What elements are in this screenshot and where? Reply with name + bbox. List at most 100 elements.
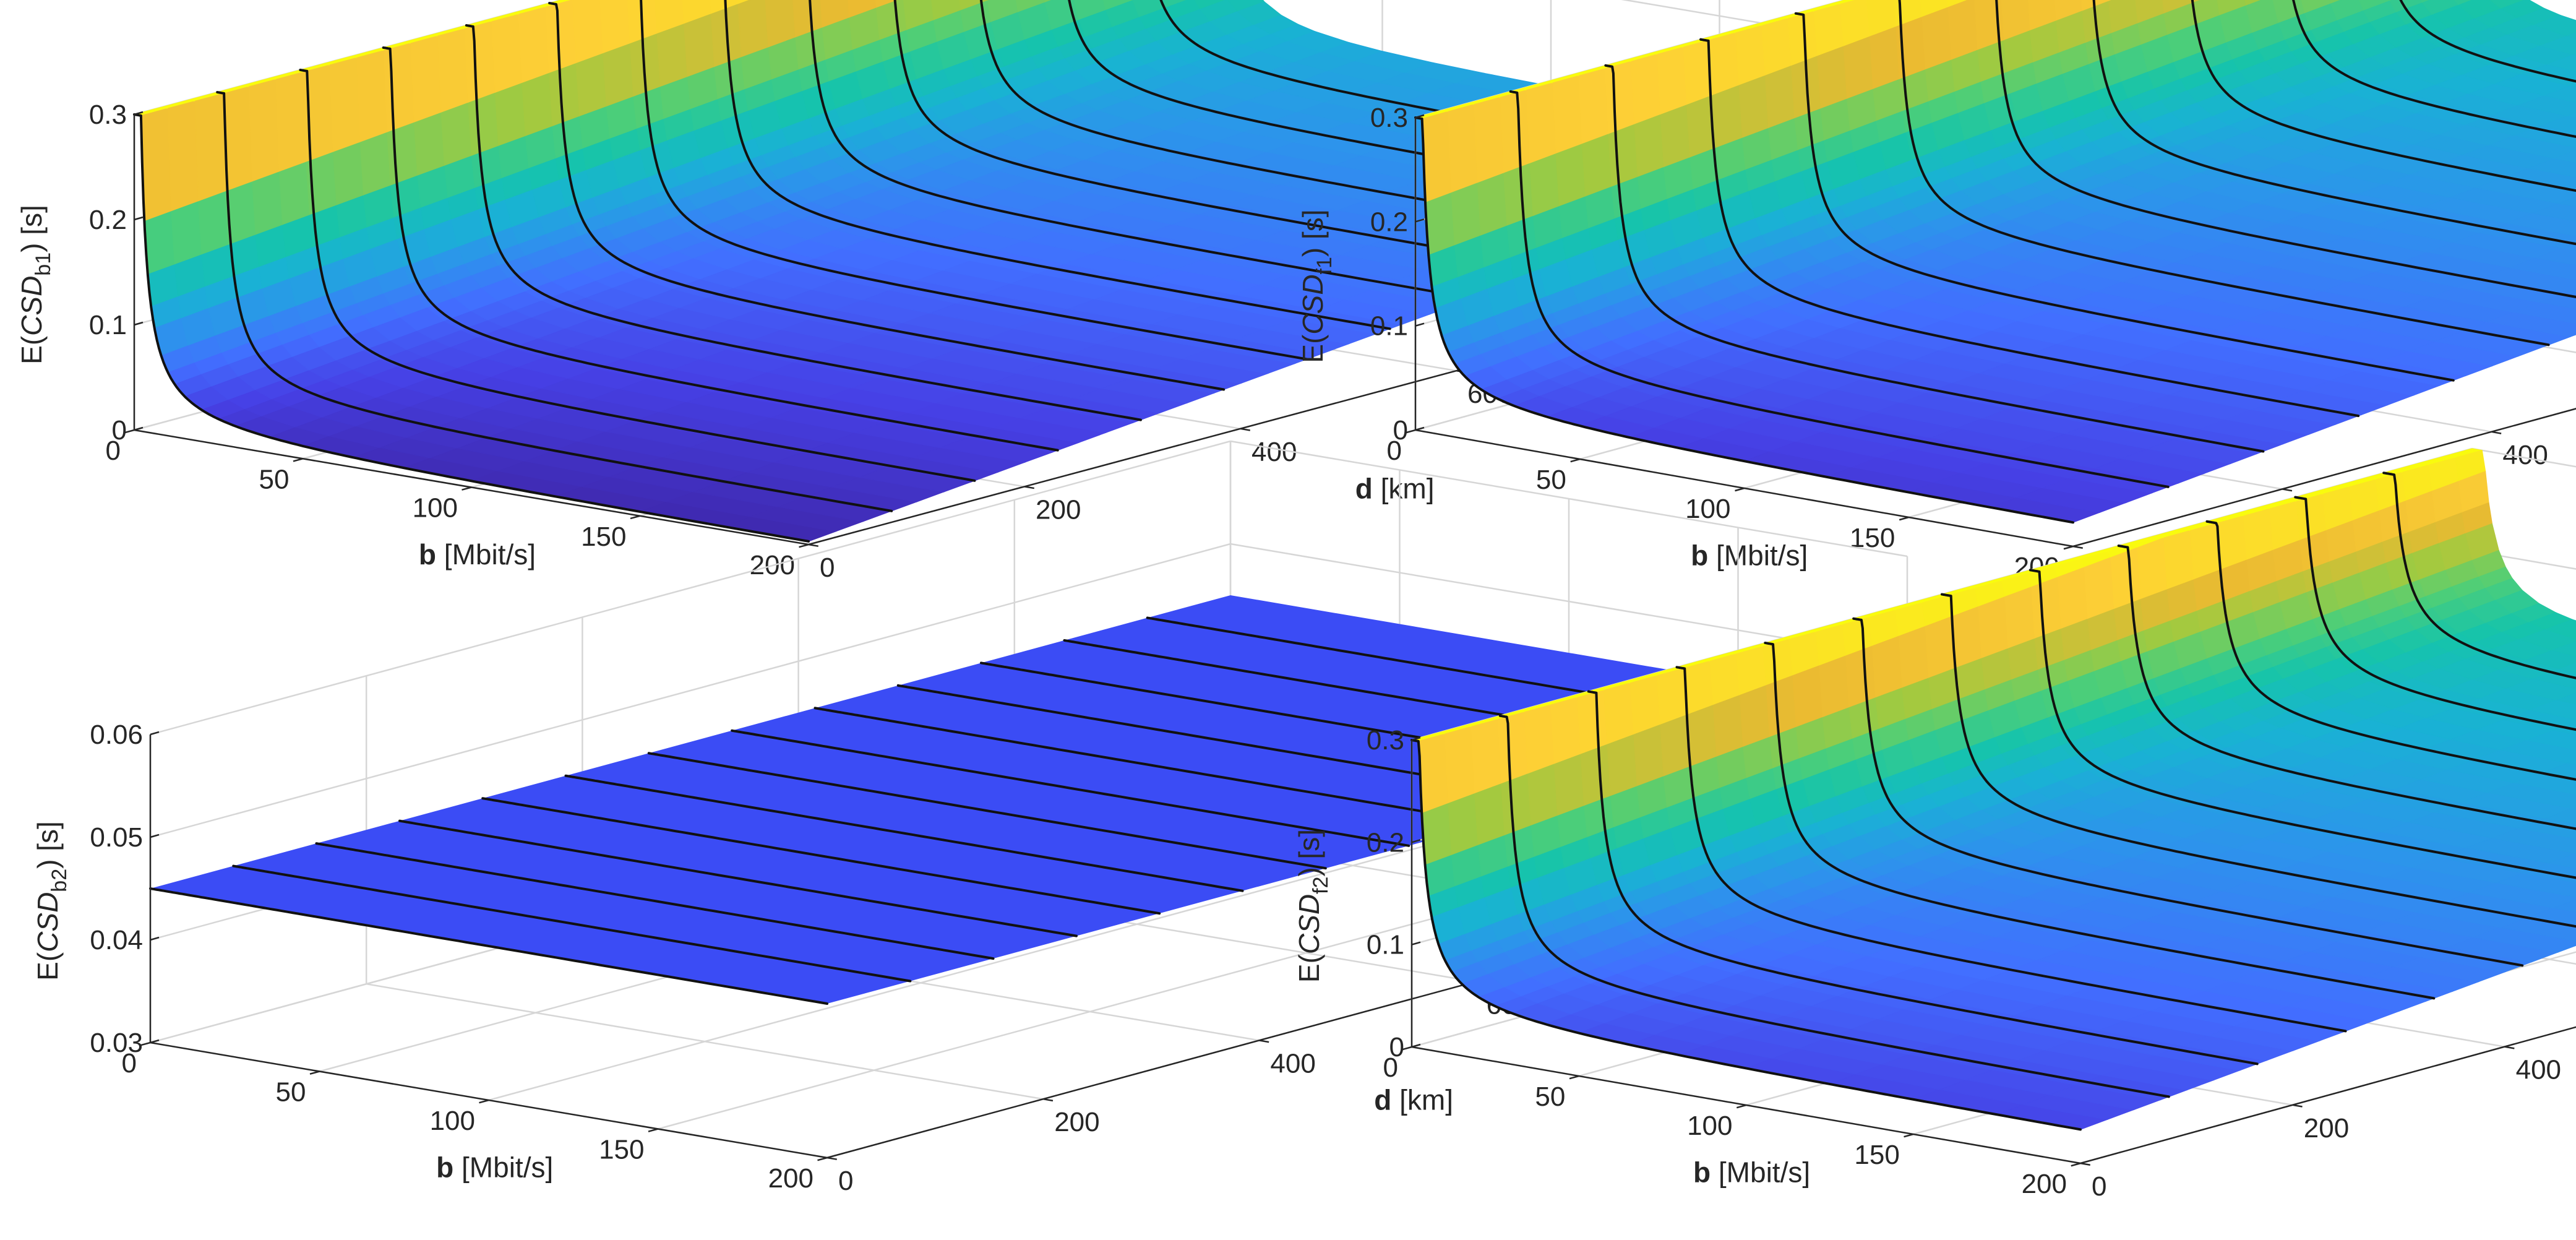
surface-patch: [1712, 85, 1743, 149]
surface-patch: [1843, 36, 1874, 100]
b-tick-mark: [1406, 429, 1416, 434]
surface-patch: [413, 112, 445, 177]
surface-patch: [2564, 288, 2576, 295]
surface-curve: [2029, 569, 2576, 879]
surface-patch: [2566, 112, 2576, 118]
d-tick-label: 0: [838, 1166, 853, 1196]
surface-patch: [167, 100, 199, 212]
surface-curve: [398, 819, 1078, 937]
surface-patch: [518, 6, 550, 84]
surface-patch: [2555, 692, 2576, 705]
surface-patch: [171, 201, 202, 265]
surface-patch: [2535, 248, 2576, 266]
surface-patch: [1451, 183, 1482, 246]
surface-patch: [2565, 32, 2576, 39]
surface-patch: [2488, 135, 2576, 159]
z-tick-mark: [134, 321, 144, 326]
surface-curve: [299, 69, 976, 482]
surface-patch: [1550, 697, 1581, 765]
surface-patch: [1634, 114, 1665, 178]
surface-curve: [1699, 38, 2360, 418]
surface-patch: [2527, 158, 2576, 178]
z-tick-label: 0.3: [1370, 103, 1408, 133]
b-tick-label: 100: [413, 493, 458, 523]
b-tick-label: 0: [106, 436, 121, 466]
surface-patch: [2543, 85, 2576, 103]
surface-patch: [2529, 699, 2576, 720]
z-label-symbol: CSD: [32, 892, 64, 952]
wall-gridline-z: [150, 543, 1231, 838]
z-axis-label: E(CSDb2) [s]: [32, 821, 71, 981]
b-tick-mark: [1735, 487, 1745, 492]
surface-patch: [2548, 853, 2576, 869]
z-label-symbol: CSD: [1293, 894, 1325, 954]
b-tick-label: 50: [259, 464, 290, 494]
d-axis-line: [2072, 408, 2576, 548]
b-tick-mark: [1899, 516, 1909, 521]
z-axis-label: E(CSDb1) [s]: [15, 205, 55, 364]
surface-patch: [194, 93, 226, 202]
surface-patch: [1526, 82, 1556, 165]
surface-patch: [1581, 134, 1612, 197]
surface-patch: [437, 28, 469, 114]
b-tick-mark: [124, 429, 135, 434]
surface-patch: [1872, 635, 1903, 699]
surface-patch: [1978, 596, 2009, 659]
b-tick-mark: [1402, 1046, 1412, 1051]
b-tick-mark: [1569, 1075, 1579, 1080]
z-label-prefix: E(: [15, 335, 48, 364]
b-tick-label: 50: [1536, 465, 1566, 495]
surface-patch: [2489, 0, 2526, 9]
surface-patch: [2538, 292, 2576, 309]
surface-patch: [2483, 267, 2576, 293]
surface-patch: [1660, 104, 1691, 168]
d-tick-label: 0: [2092, 1171, 2106, 1202]
b-axis-label: b [Mbit/s]: [436, 1151, 553, 1183]
surface-curve: [809, 0, 1474, 300]
surface-patch: [2464, 837, 2576, 864]
z-tick-label: 0.2: [1370, 207, 1408, 237]
surface-patch: [2517, 95, 2576, 116]
surface-patch: [545, 0, 577, 74]
surface: [134, 0, 1890, 542]
surface-patch: [2540, 115, 2576, 133]
surface-patch: [1819, 655, 1850, 718]
surface-patch: [2137, 537, 2168, 600]
surface-patch: [1951, 606, 1983, 669]
z-label-suffix: ) [s]: [32, 821, 64, 869]
d-tick-label: 200: [1036, 494, 1081, 525]
surface-curve: [1852, 617, 2524, 967]
d-tick-mark: [2072, 545, 2083, 549]
surface-patch: [2544, 619, 2576, 640]
panel-bottom-left: 020040060080010000501001502000.030.040.0…: [32, 440, 1979, 1196]
b-axis-label-symbol: b: [1693, 1156, 1711, 1188]
surface-patch: [1497, 712, 1529, 785]
b-tick-mark: [817, 1156, 828, 1161]
b-axis-label-symbol: b: [419, 538, 436, 570]
surface-patch: [1766, 674, 1797, 738]
b-tick-mark: [799, 543, 809, 548]
b-tick-mark: [462, 486, 472, 491]
panel-bottom-right: 0200400600800100005010015020000.10.20.3d…: [1293, 447, 2576, 1202]
b-tick-mark: [1904, 1133, 1914, 1138]
surface-patch: [197, 191, 230, 256]
surface-patch: [1524, 704, 1555, 775]
surface-curve: [481, 797, 1161, 915]
z-tick-mark: [134, 426, 144, 431]
surface-patch: [2491, 827, 2576, 854]
z-tick-label: 0.05: [90, 822, 143, 853]
z-label-subscript: f2: [1309, 877, 1333, 894]
surface-patch: [1501, 773, 1532, 837]
z-tick-mark: [1415, 426, 1425, 431]
surface-patch: [2505, 678, 2576, 701]
b-tick-mark: [293, 458, 303, 462]
d-tick-label: 0: [820, 553, 835, 583]
surface-patch: [278, 161, 311, 226]
surface-patch: [1845, 645, 1876, 708]
z-label-prefix: E(: [1297, 334, 1329, 363]
z-tick-mark: [150, 833, 160, 838]
surface-curve: [893, 0, 1558, 270]
surface-curve: [232, 864, 912, 983]
b-tick-label: 150: [581, 522, 626, 552]
